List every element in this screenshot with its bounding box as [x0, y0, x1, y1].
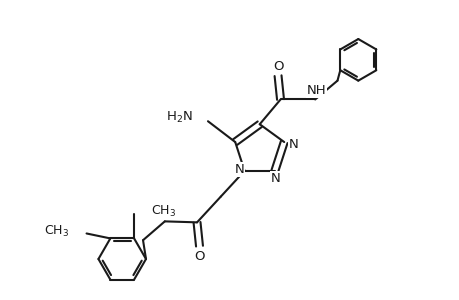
Text: CH$_3$: CH$_3$ — [44, 224, 69, 238]
Text: N: N — [288, 138, 297, 151]
Text: N: N — [270, 172, 280, 185]
Text: HN: HN — [152, 206, 172, 219]
Text: H$_2$N: H$_2$N — [166, 110, 193, 125]
Text: O: O — [272, 60, 283, 73]
Text: CH$_3$: CH$_3$ — [151, 204, 176, 219]
Text: O: O — [194, 250, 204, 262]
Text: N: N — [234, 163, 244, 176]
Text: NH: NH — [306, 84, 325, 97]
